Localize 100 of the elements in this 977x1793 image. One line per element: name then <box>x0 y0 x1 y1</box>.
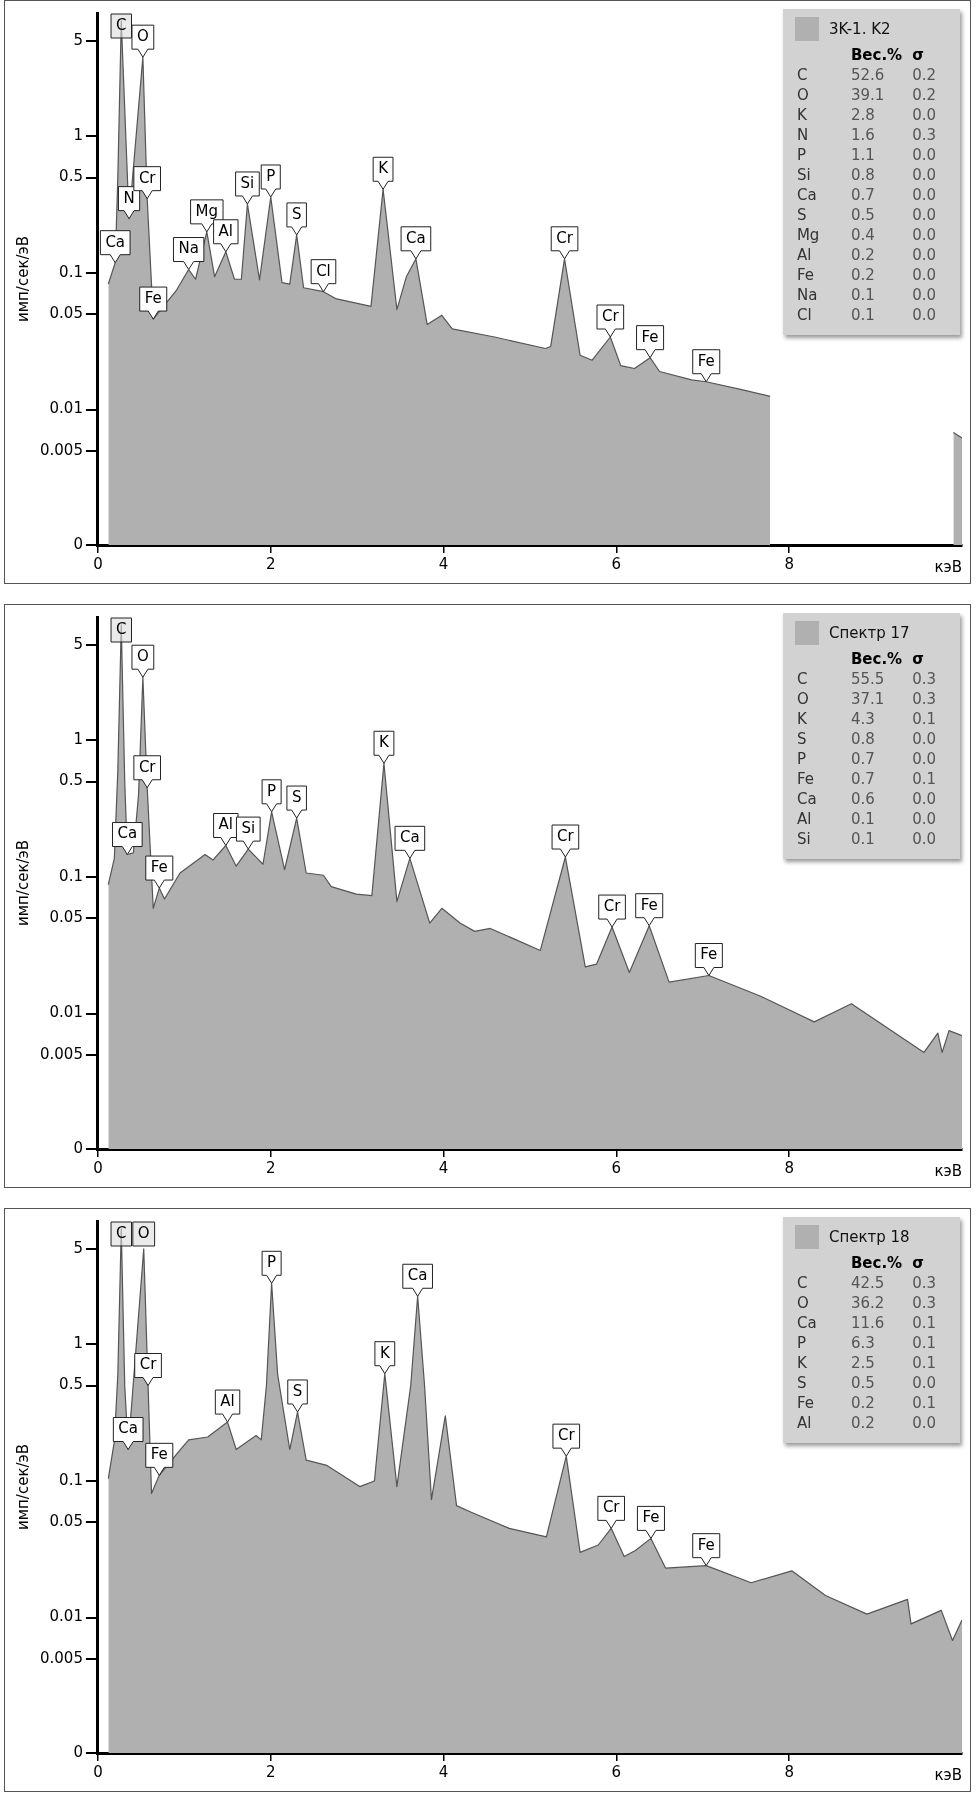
annotation: S <box>291 787 302 806</box>
annotation: Fe <box>697 351 715 370</box>
text: Al 0.2 0.0 <box>796 1414 936 1432</box>
y-tick-label: 1 <box>73 1334 83 1353</box>
x-axis-title: кэВ <box>934 1161 962 1180</box>
annotation: Fe <box>642 1508 660 1527</box>
annotation: Cr <box>557 1426 576 1445</box>
text: P 1.1 0.0 <box>796 146 936 164</box>
x-tick-label: 2 <box>265 1158 276 1177</box>
x-tick-label: 4 <box>438 1158 449 1177</box>
annotation: Fe <box>697 1535 715 1554</box>
annotation: C <box>116 15 127 34</box>
y-tick-label: 0 <box>73 1138 83 1157</box>
y-tick-label: 1 <box>73 126 83 145</box>
text: O 36.2 0.3 <box>796 1294 936 1312</box>
text: Fe 0.2 0.0 <box>796 266 936 284</box>
annotation: K <box>379 733 391 752</box>
x-tick-label: 8 <box>784 1158 794 1177</box>
annotation: Cr <box>602 1498 621 1517</box>
x-tick-label: 4 <box>438 554 449 573</box>
y-tick-label: 0.5 <box>59 1375 83 1394</box>
text: Al 0.2 0.0 <box>796 246 936 264</box>
annotation: Fe <box>150 857 168 876</box>
annotation: K <box>379 1343 391 1362</box>
x-axis-title: кэВ <box>934 557 962 576</box>
text: K 4.3 0.1 <box>796 710 936 728</box>
y-tick-label: 5 <box>73 634 83 653</box>
annotation: P <box>267 1253 277 1272</box>
text: Cl 0.1 0.0 <box>796 306 936 324</box>
y-tick-label: 0.1 <box>59 866 83 885</box>
x-tick-label: 0 <box>93 554 103 573</box>
annotation: N <box>123 188 135 207</box>
text: Si 0.8 0.0 <box>796 166 936 184</box>
text: Ca 0.6 0.0 <box>796 790 936 808</box>
text: K 2.5 0.1 <box>796 1354 936 1372</box>
annotation: Si <box>241 819 256 837</box>
y-axis-title: имп/сек/эВ <box>13 235 32 323</box>
x-tick-label: 8 <box>784 554 794 573</box>
text: N 1.6 0.3 <box>796 126 936 144</box>
y-tick-label: 0.01 <box>49 1607 83 1626</box>
annotation: Cr <box>556 228 574 247</box>
annotation: Ca <box>407 1266 428 1285</box>
y-tick-label: 0.005 <box>39 1648 83 1667</box>
text: S 0.8 0.0 <box>796 730 936 748</box>
x-tick-label: 0 <box>93 1762 103 1781</box>
annotation: Fe <box>150 1445 168 1464</box>
annotation: O <box>137 1223 150 1242</box>
annotation: K <box>378 159 390 178</box>
annotation: Si <box>240 173 255 192</box>
annotation: Ca <box>117 824 138 843</box>
annotation: Cl <box>316 261 331 280</box>
text: Fe 0.2 0.1 <box>796 1394 936 1412</box>
y-tick-label: 0.05 <box>49 908 83 927</box>
x-tick-label: 2 <box>265 1762 276 1781</box>
text: S 0.5 0.0 <box>796 206 936 224</box>
y-tick-label: 0.005 <box>39 440 83 459</box>
annotation: O <box>136 27 149 46</box>
annotation: Al <box>218 221 234 240</box>
text: Mg 0.4 0.0 <box>796 226 936 244</box>
text: P 0.7 0.0 <box>796 750 936 768</box>
text: C 42.5 0.3 <box>796 1274 936 1292</box>
annotation: Cr <box>557 826 575 845</box>
y-tick-label: 0.1 <box>59 262 83 281</box>
text: Fe 0.7 0.1 <box>796 770 936 788</box>
annotation: Вес.% σ <box>850 1253 925 1273</box>
x-tick-label: 6 <box>611 1762 622 1781</box>
annotation: Cr <box>139 1355 158 1374</box>
annotation: Mg <box>195 201 219 220</box>
text: C 52.6 0.2 <box>796 66 936 84</box>
annotation: Cr <box>603 896 622 915</box>
annotation: Fe <box>641 327 659 346</box>
y-tick-label: 0.005 <box>39 1044 83 1063</box>
text: P 6.3 0.1 <box>796 1334 936 1352</box>
annotation: Al <box>218 815 234 834</box>
x-tick-label: 6 <box>611 554 622 573</box>
y-tick-label: 0.01 <box>49 399 83 418</box>
y-tick-label: 1 <box>73 730 83 749</box>
x-tick-label: 0 <box>93 1158 103 1177</box>
annotation: C <box>116 619 127 638</box>
annotation: Ca <box>105 232 126 251</box>
annotation: Ca <box>406 228 426 247</box>
y-axis-title: имп/сек/эВ <box>13 1443 32 1531</box>
annotation: Na <box>178 239 199 258</box>
y-tick-label: 5 <box>73 1238 83 1257</box>
text: Ca 11.6 0.1 <box>796 1314 936 1332</box>
annotation: P <box>267 781 277 800</box>
legend-label: 3K-1. K2 <box>828 20 891 38</box>
x-tick-label: 8 <box>784 1762 794 1781</box>
y-tick-label: 0.05 <box>49 1512 83 1531</box>
text: O 39.1 0.2 <box>796 86 936 104</box>
y-tick-label: 0.01 <box>49 1003 83 1022</box>
y-tick-label: 0.05 <box>49 304 83 323</box>
text: Al 0.1 0.0 <box>796 810 936 828</box>
annotation: S <box>292 1381 303 1400</box>
text: S 0.5 0.0 <box>796 1374 936 1392</box>
annotation: Cr <box>138 168 157 187</box>
text: Si 0.1 0.0 <box>796 830 936 848</box>
annotation: Ca <box>118 1419 139 1438</box>
y-tick-label: 0.1 <box>59 1470 83 1489</box>
text: O 37.1 0.3 <box>796 690 936 708</box>
